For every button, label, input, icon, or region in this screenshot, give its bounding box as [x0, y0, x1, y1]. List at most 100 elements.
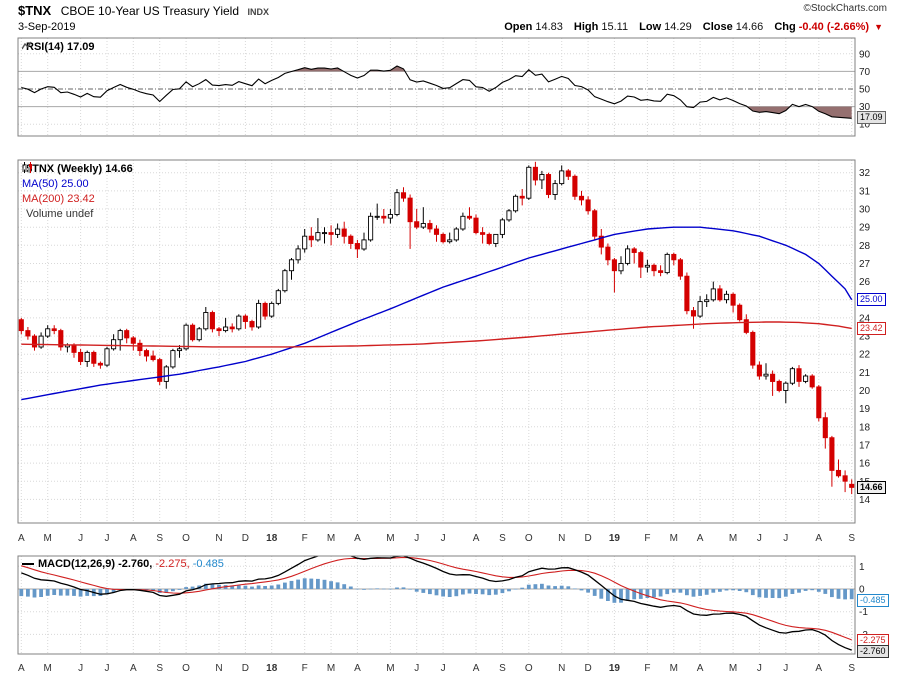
macd-line-icon [22, 563, 34, 566]
svg-text:-1: -1 [859, 607, 868, 618]
svg-text:A: A [130, 663, 137, 674]
svg-text:J: J [757, 533, 762, 544]
svg-text:90: 90 [859, 49, 871, 60]
svg-text:19: 19 [859, 404, 871, 415]
main-legend: $TNX (Weekly) 14.66 MA(50) 25.00 MA(200)… [22, 162, 133, 222]
ma200-legend-label: MA(200) 23.42 [22, 193, 95, 205]
svg-text:F: F [302, 663, 308, 674]
svg-text:M: M [670, 533, 678, 544]
svg-text:30: 30 [859, 102, 871, 113]
ma50-legend-label: MA(50) 25.00 [22, 178, 89, 190]
svg-text:J: J [783, 533, 788, 544]
svg-text:32: 32 [859, 168, 871, 179]
svg-text:18: 18 [266, 533, 278, 544]
svg-text:S: S [499, 533, 506, 544]
svg-text:J: J [757, 663, 762, 674]
svg-text:N: N [215, 533, 222, 544]
ma200-value-box: 23.42 [857, 322, 886, 335]
svg-text:J: J [104, 533, 109, 544]
svg-text:S: S [848, 533, 855, 544]
date-label: 3-Sep-2019 [18, 21, 76, 33]
svg-text:19: 19 [609, 533, 621, 544]
svg-text:M: M [327, 533, 335, 544]
svg-text:M: M [386, 533, 394, 544]
header: $TNX CBOE 10-Year US Treasury Yield INDX… [18, 2, 887, 20]
svg-text:30: 30 [859, 205, 871, 216]
macd-hist-box: -0.485 [857, 594, 889, 607]
svg-text:22: 22 [859, 350, 871, 361]
macd-legend-signal: -2.275, [155, 558, 190, 570]
close-value: 14.66 [735, 21, 764, 33]
rsi-legend-label: RSI(14) 17.09 [26, 41, 95, 53]
svg-text:17: 17 [859, 440, 871, 451]
svg-text:18: 18 [266, 663, 278, 674]
down-arrow-icon: ▼ [874, 22, 883, 32]
svg-text:A: A [354, 663, 361, 674]
svg-text:J: J [441, 533, 446, 544]
svg-text:M: M [43, 533, 51, 544]
svg-text:O: O [182, 663, 190, 674]
macd-value-box: -2.760 [857, 645, 889, 658]
svg-text:28: 28 [859, 241, 871, 252]
exchange-label: INDX [247, 7, 269, 17]
svg-text:S: S [156, 663, 163, 674]
svg-text:A: A [354, 533, 361, 544]
svg-text:M: M [327, 663, 335, 674]
svg-text:21: 21 [859, 368, 871, 379]
svg-text:A: A [18, 663, 25, 674]
svg-text:50: 50 [859, 85, 871, 96]
svg-text:O: O [525, 663, 533, 674]
svg-text:M: M [43, 663, 51, 674]
svg-text:23: 23 [859, 332, 871, 343]
open-label: Open [504, 21, 533, 33]
close-label: Close [702, 21, 733, 33]
svg-text:A: A [815, 533, 822, 544]
svg-text:0: 0 [859, 585, 865, 596]
high-label: High [573, 21, 599, 33]
svg-text:F: F [644, 663, 650, 674]
chg-label: Chg [774, 21, 796, 33]
svg-text:A: A [130, 533, 137, 544]
svg-text:19: 19 [609, 663, 621, 674]
svg-text:29: 29 [859, 223, 871, 234]
svg-text:M: M [729, 663, 737, 674]
symbol: $TNX [18, 3, 52, 18]
svg-text:S: S [156, 533, 163, 544]
svg-text:O: O [182, 533, 190, 544]
svg-text:18: 18 [859, 422, 871, 433]
symbol-legend-label: $TNX (Weekly) 14.66 [26, 163, 133, 175]
macd-legend-hist: -0.485 [192, 558, 224, 570]
svg-text:1: 1 [859, 562, 865, 573]
svg-text:26: 26 [859, 277, 871, 288]
svg-text:J: J [783, 663, 788, 674]
svg-text:31: 31 [859, 186, 871, 197]
svg-text:27: 27 [859, 259, 871, 270]
svg-text:S: S [499, 663, 506, 674]
svg-text:M: M [729, 533, 737, 544]
svg-text:A: A [815, 663, 822, 674]
svg-text:A: A [473, 663, 480, 674]
svg-text:M: M [386, 663, 394, 674]
svg-text:A: A [473, 533, 480, 544]
svg-text:N: N [558, 663, 565, 674]
svg-text:N: N [215, 663, 222, 674]
svg-text:J: J [104, 663, 109, 674]
chg-value: -0.40 (-2.66%) [798, 21, 870, 33]
low-value: 14.29 [664, 21, 692, 33]
chart-title: CBOE 10-Year US Treasury Yield [60, 4, 239, 18]
svg-text:D: D [242, 663, 249, 674]
last-price-box: 14.66 [857, 481, 886, 494]
svg-text:10: 10 [859, 120, 871, 131]
svg-text:N: N [558, 533, 565, 544]
svg-text:J: J [78, 663, 83, 674]
svg-text:J: J [78, 533, 83, 544]
svg-text:A: A [18, 533, 25, 544]
svg-text:J: J [414, 663, 419, 674]
svg-text:16: 16 [859, 459, 871, 470]
svg-text:24: 24 [859, 313, 871, 324]
svg-text:F: F [302, 533, 308, 544]
macd-legend-main: MACD(12,26,9) -2.760, [38, 558, 153, 570]
svg-text:F: F [644, 533, 650, 544]
